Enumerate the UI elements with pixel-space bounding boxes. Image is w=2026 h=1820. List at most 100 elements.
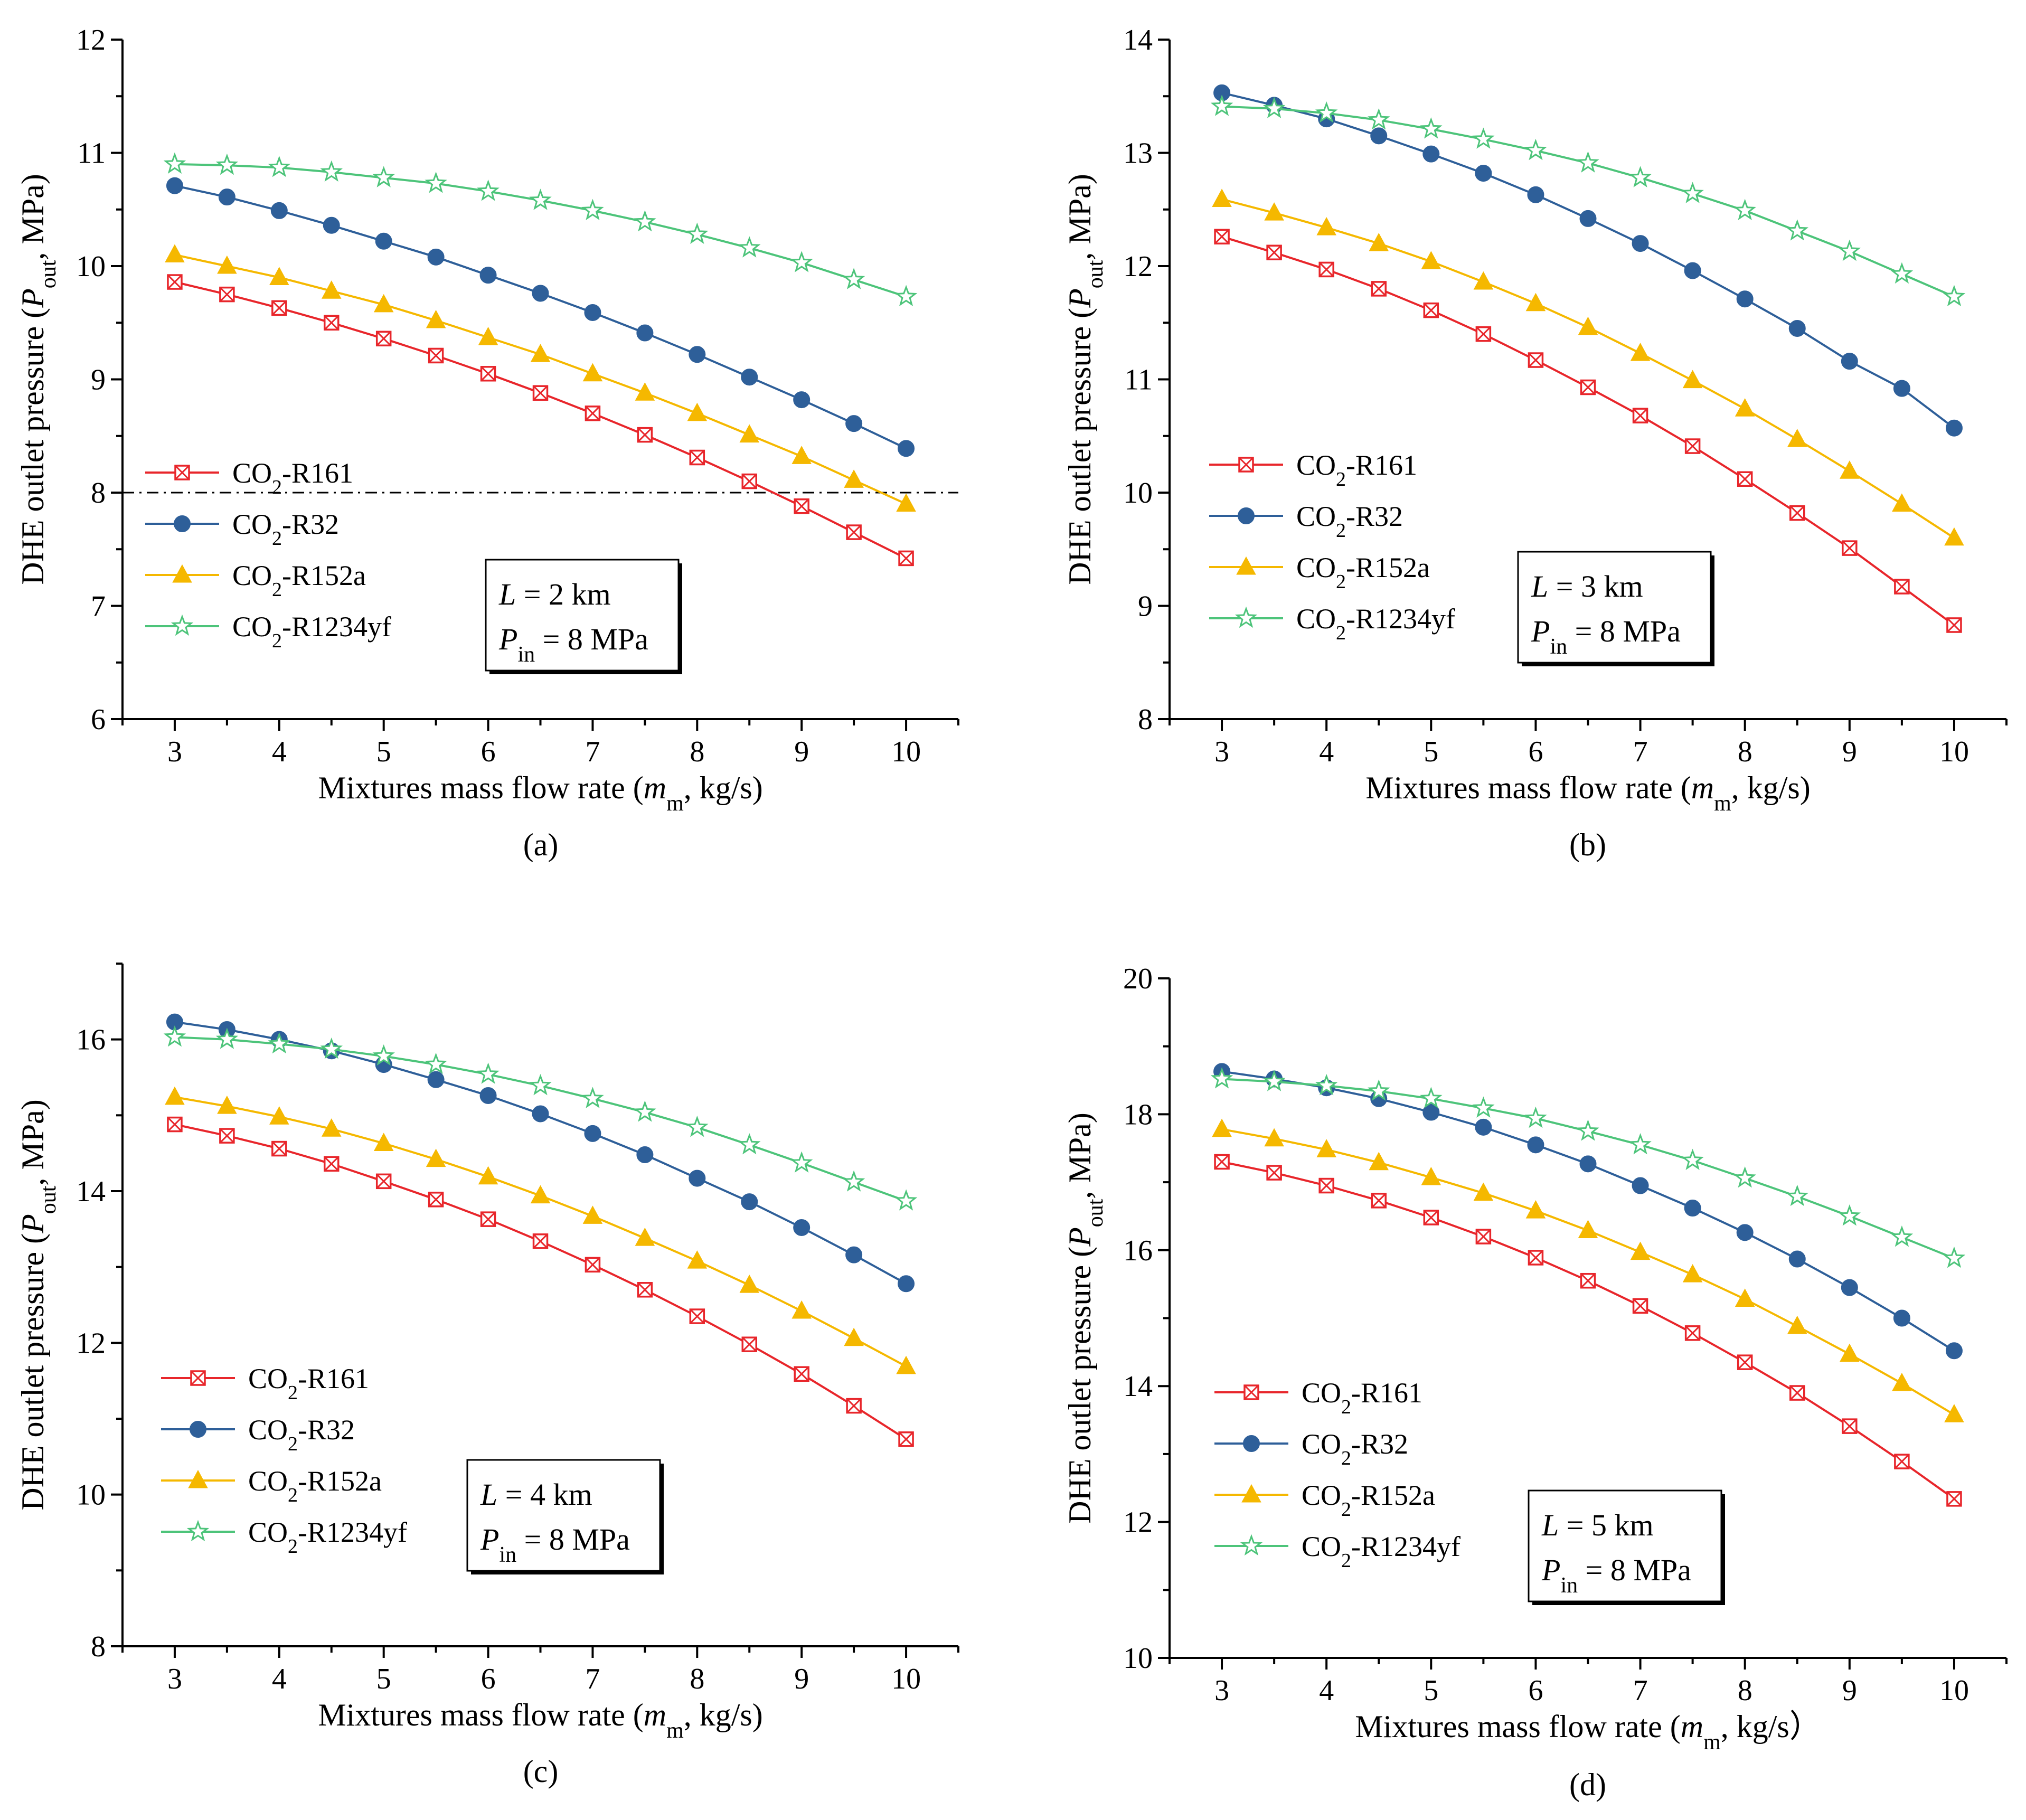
data-point [1472, 127, 1495, 149]
x-tick-label: 3 [1214, 735, 1229, 768]
data-point [1524, 1106, 1547, 1128]
data-point [324, 315, 340, 331]
data-point [1266, 244, 1282, 261]
legend-marker [186, 1520, 210, 1542]
data-point [846, 1398, 862, 1414]
data-point [1838, 1204, 1861, 1226]
data-point [1475, 1229, 1492, 1244]
data-point [1370, 127, 1388, 145]
data-point [1629, 166, 1652, 187]
data-point [842, 1170, 865, 1192]
legend: CO2-R161 CO2-R32 CO2-R152a CO2-R1234yf [145, 457, 391, 652]
data-point [530, 1185, 551, 1204]
data-point [480, 1211, 496, 1227]
series-co2-r1234yf [1210, 1067, 1966, 1268]
data-point [1681, 182, 1704, 203]
y-tick-label: 16 [1123, 1234, 1153, 1267]
annotation-frame [466, 1459, 661, 1572]
data-point [477, 1062, 500, 1084]
panel-label: (c) [523, 1754, 559, 1789]
data-point [1684, 1200, 1701, 1217]
chart-panel-1: 3 4 5 6 7 8 9 10 6 7 8 9 10 11 12 Mixtures mass flow ra… [15, 24, 959, 862]
data-point [1472, 1096, 1495, 1118]
y-tick-label: 8 [91, 477, 106, 510]
y-tick-label: 11 [77, 137, 106, 170]
data-point [1316, 216, 1336, 235]
annotation-frame [1528, 1489, 1722, 1602]
annotation-box: L = 3 km Pin = 8 MPa [1517, 551, 1714, 666]
y-axis-title: DHE outlet pressure (Pout, MPa) [15, 1099, 61, 1511]
data-point [1944, 527, 1964, 546]
annotation-box: L = 2 km Pin = 8 MPa [485, 559, 682, 674]
data-point [898, 1275, 915, 1293]
legend-label: CO2-R161 [248, 1363, 369, 1404]
data-point [585, 406, 601, 421]
data-point [478, 327, 498, 345]
series-co2-r1234yf [163, 152, 918, 307]
series-co2-r1234yf [1210, 95, 1966, 307]
y-axis-title: DHE outlet pressure (Pout, MPa) [1062, 1112, 1108, 1524]
data-point [375, 331, 392, 347]
data-point [1212, 188, 1232, 207]
legend-entry: CO2-R161 [161, 1363, 369, 1404]
data-point [1315, 1073, 1338, 1096]
data-point [532, 1105, 549, 1123]
data-point [791, 446, 812, 464]
annotation-inlet-pressure: Pin = 8 MPa [480, 1522, 630, 1567]
data-point [844, 469, 864, 488]
data-point [1736, 290, 1754, 308]
data-point [1421, 251, 1441, 269]
data-point [637, 427, 653, 443]
data-point [215, 1027, 239, 1049]
data-point [581, 199, 604, 221]
data-point [794, 1366, 809, 1382]
y-tick-label: 9 [1138, 590, 1153, 623]
legend-entry: CO2-R1234yf [161, 1516, 407, 1558]
data-point [425, 172, 447, 193]
data-point [215, 153, 239, 175]
data-point [896, 493, 916, 512]
x-tick-label: 6 [481, 735, 496, 768]
data-point [1524, 138, 1547, 161]
data-point [790, 251, 813, 272]
data-point [790, 1151, 813, 1173]
data-point [532, 1233, 549, 1249]
x-tick-label: 10 [891, 1663, 921, 1695]
data-point [1946, 617, 1962, 633]
x-tick-label: 9 [1842, 735, 1857, 768]
y-axis-title: DHE outlet pressure (Pout, MPa) [15, 174, 61, 585]
data-point [581, 1087, 604, 1108]
legend-entry: CO2-R32 [1214, 1428, 1408, 1469]
data-point [1422, 1104, 1440, 1121]
data-point [1789, 1385, 1805, 1401]
annotation-inlet-pressure: Pin = 8 MPa [1531, 614, 1681, 659]
y-tick-label: 11 [1124, 364, 1153, 397]
data-point [1579, 1155, 1597, 1173]
legend-label: CO2-R161 [1296, 449, 1417, 491]
data-point [270, 202, 288, 219]
data-point [1214, 229, 1230, 244]
data-point [584, 304, 601, 321]
y-tick-label: 20 [1123, 963, 1153, 995]
data-point [634, 1100, 656, 1122]
x-tick-label: 8 [1738, 735, 1752, 768]
data-point [1420, 1087, 1443, 1108]
data-point [1632, 1177, 1649, 1194]
legend-label: CO2-R161 [1302, 1377, 1422, 1418]
data-point [844, 1327, 864, 1346]
x-tick-label: 5 [1424, 1674, 1438, 1707]
data-point [1786, 219, 1809, 241]
data-point [689, 346, 706, 363]
data-point [1737, 1354, 1753, 1370]
data-point [637, 1282, 653, 1298]
data-point [1475, 165, 1492, 182]
legend-marker [1236, 556, 1256, 575]
legend-entry: CO2-R152a [145, 560, 366, 601]
data-point [582, 1205, 603, 1224]
data-point [1527, 186, 1544, 203]
y-tick-label: 12 [76, 24, 106, 56]
x-tick-label: 8 [690, 1663, 704, 1695]
legend: CO2-R161 CO2-R32 CO2-R152a CO2-R1234yf [161, 1363, 407, 1558]
data-point [372, 1044, 395, 1066]
data-point [1894, 579, 1910, 595]
